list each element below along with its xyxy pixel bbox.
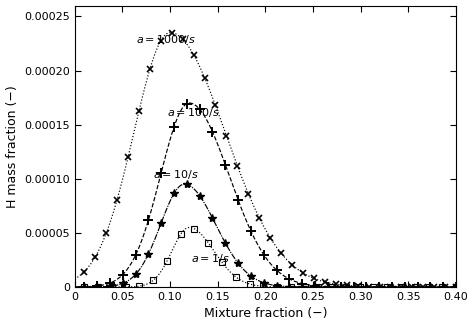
Y-axis label: H mass fraction (−): H mass fraction (−): [6, 85, 18, 208]
Text: $a = 10/s$: $a = 10/s$: [153, 168, 199, 181]
Text: $a = 1000/s$: $a = 1000/s$: [136, 33, 196, 46]
Text: $a = 100/s$: $a = 100/s$: [167, 106, 220, 119]
X-axis label: Mixture fraction (−): Mixture fraction (−): [204, 307, 327, 320]
Text: $a = 1/s$: $a = 1/s$: [191, 252, 230, 265]
